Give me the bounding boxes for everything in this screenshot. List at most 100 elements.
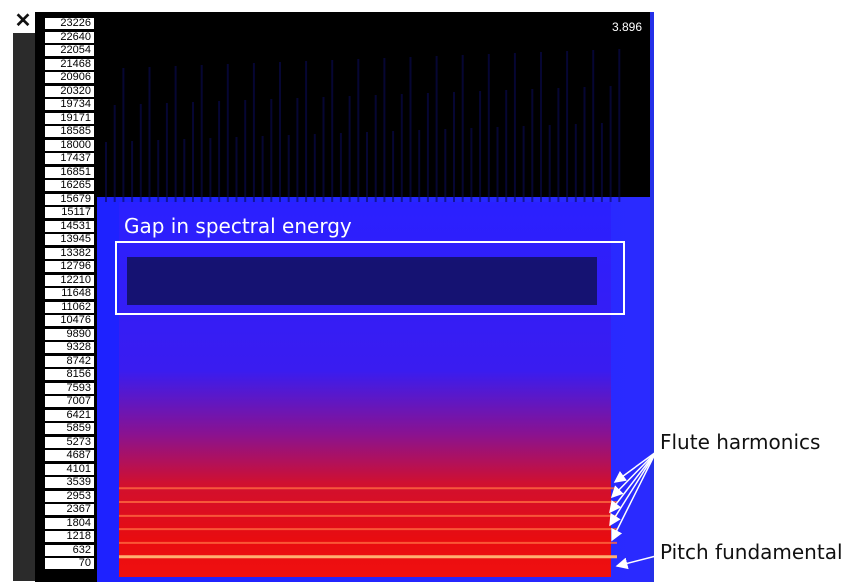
energy-streak: [348, 96, 351, 202]
energy-streak: [131, 141, 134, 202]
energy-streak: [600, 123, 603, 202]
energy-streak: [505, 90, 508, 202]
gap-annotation-box: [115, 241, 625, 315]
plot-right-edge: [650, 12, 654, 582]
energy-streak: [209, 138, 212, 202]
energy-streak: [252, 63, 255, 202]
y-tick-label: 18585: [45, 126, 94, 137]
energy-streak: [322, 97, 325, 202]
y-tick-label: 10476: [45, 315, 94, 326]
spectral-gap-region: [127, 257, 597, 305]
energy-streak: [566, 51, 569, 202]
energy-streak: [200, 65, 203, 202]
energy-streak: [479, 91, 482, 202]
energy-streak: [374, 95, 377, 202]
y-tick-label: 13382: [45, 247, 94, 259]
energy-streak: [444, 129, 447, 202]
y-tick-label: 7593: [45, 382, 94, 394]
y-tick-label: 2367: [45, 504, 94, 515]
energy-streak: [261, 136, 264, 202]
energy-streak: [409, 57, 412, 202]
energy-streak: [296, 98, 299, 202]
y-tick-label: 13945: [45, 234, 94, 245]
y-tick-label: 6421: [45, 409, 94, 421]
close-button[interactable]: ✕: [14, 10, 32, 32]
energy-streak: [400, 94, 403, 202]
spectrogram-svg: [97, 49, 650, 582]
y-tick-label: 11062: [45, 301, 94, 313]
y-tick-label: 20906: [45, 72, 94, 83]
energy-streak: [366, 132, 368, 202]
energy-streak: [609, 86, 612, 202]
y-tick-label: 19171: [45, 112, 94, 124]
energy-streak: [357, 59, 360, 202]
energy-streak: [183, 139, 186, 202]
y-tick-label: 12796: [45, 261, 94, 272]
energy-streak: [174, 66, 177, 202]
y-tick-label: 20320: [45, 85, 94, 97]
y-tick-label: 12210: [45, 274, 94, 286]
y-tick-label: 14531: [45, 220, 94, 232]
y-tick-label: 9890: [45, 328, 94, 340]
y-tick-label: 2953: [45, 490, 94, 502]
energy-streak: [531, 89, 534, 202]
energy-streak: [618, 49, 621, 202]
energy-streak: [470, 128, 473, 202]
y-tick-label: 22054: [45, 45, 94, 56]
energy-streak: [122, 68, 125, 202]
spectrogram-plot: 3.896: [97, 12, 650, 582]
y-tick-label: 4101: [45, 463, 94, 475]
y-tick-label: 1804: [45, 517, 94, 529]
energy-streak: [235, 137, 238, 202]
energy-streak: [139, 104, 142, 202]
y-tick-label: 15679: [45, 193, 94, 205]
energy-streak: [592, 50, 595, 202]
energy-streak: [426, 93, 429, 202]
energy-streak: [218, 101, 221, 202]
energy-streak: [305, 61, 308, 202]
energy-streak: [165, 103, 168, 202]
harmonic-lines: [119, 487, 617, 559]
y-tick-label: 3539: [45, 477, 94, 488]
y-tick-label: 21468: [45, 58, 94, 70]
energy-streak: [279, 62, 281, 202]
high-frequency-streaks: [105, 49, 621, 202]
energy-streak: [226, 64, 229, 202]
energy-streak: [540, 52, 542, 202]
energy-streak: [287, 135, 290, 202]
frequency-axis: 23226 22640 22054 21468 20906 20320 19734 19171…: [35, 12, 97, 582]
y-tick-label: 17437: [45, 153, 94, 164]
scroll-rail[interactable]: [13, 33, 35, 581]
y-tick-label: 23226: [45, 18, 94, 29]
y-tick-label: 16265: [45, 180, 94, 191]
y-tick-label: 8156: [45, 369, 94, 380]
energy-streak: [313, 134, 316, 202]
energy-streak: [192, 102, 194, 202]
energy-streak: [270, 99, 273, 202]
y-tick-label: 18000: [45, 139, 94, 151]
energy-streak: [522, 126, 525, 202]
energy-streak: [496, 127, 499, 202]
energy-streak: [157, 140, 160, 202]
energy-streak: [461, 55, 464, 202]
y-tick-label: 9328: [45, 342, 94, 353]
y-tick-label: 19734: [45, 99, 94, 110]
y-tick-label: 70: [45, 558, 94, 569]
energy-streak: [383, 58, 386, 202]
energy-streak: [339, 133, 342, 202]
energy-streak: [487, 54, 490, 202]
energy-streak: [513, 53, 516, 202]
energy-streak: [113, 105, 116, 202]
y-tick-label: 22640: [45, 31, 94, 43]
energy-streak: [148, 67, 151, 202]
y-tick-label: 8742: [45, 355, 94, 367]
y-tick-label: 1218: [45, 531, 94, 542]
gap-annotation-label: Gap in spectral energy: [124, 214, 352, 238]
time-readout: 3.896: [611, 20, 642, 34]
y-tick-label: 11648: [45, 288, 94, 299]
y-tick-label: 16851: [45, 166, 94, 178]
y-tick-label: 4687: [45, 450, 94, 461]
energy-streak: [105, 142, 107, 202]
energy-streak: [574, 124, 577, 202]
harmonics-callout-label: Flute harmonics: [660, 430, 821, 454]
